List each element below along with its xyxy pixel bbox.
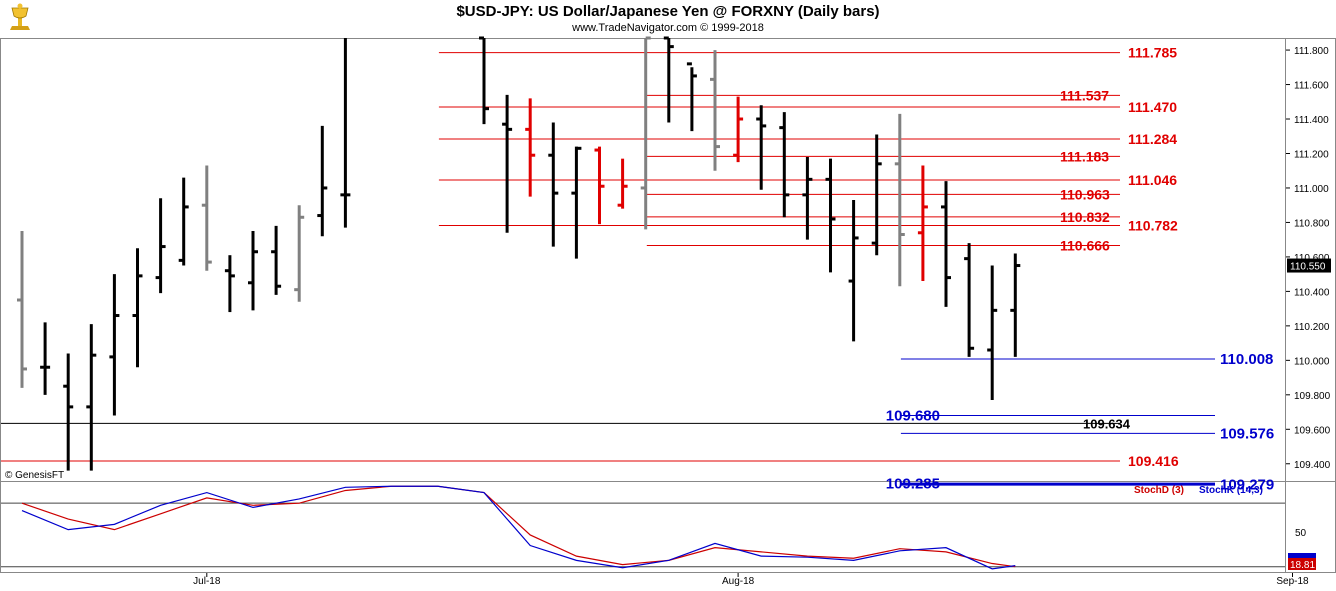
ohlc-bar-4	[109, 274, 120, 416]
price-axis-ticks: 111.800 111.600 111.400 111.200 111.000 110.8…	[1286, 46, 1331, 471]
ohlc-bar-12	[294, 205, 305, 302]
ytick-label-5: 110.800	[1294, 218, 1330, 229]
ytick-label-3: 111.200	[1294, 149, 1329, 160]
xtick-label-2: Sep-18	[1276, 576, 1309, 587]
ohlc-bar-13	[317, 125, 328, 237]
ohlc-bar-20	[479, 36, 489, 125]
gold-trophy-icon	[10, 3, 30, 30]
ohlc-bar-41	[964, 243, 975, 357]
ohlc-bar-33	[779, 112, 790, 218]
stoch-ytick-50: 50	[1295, 528, 1307, 539]
level-label-3: 111.284	[1128, 131, 1177, 147]
ytick-label-12: 109.400	[1294, 460, 1331, 471]
ohlc-bar-37	[871, 134, 882, 256]
time-axis: Jul-18 Aug-18 Sep-18	[193, 573, 1309, 587]
ohlc-bar-25	[594, 146, 605, 225]
chart-title: $USD-JPY: US Dollar/Japanese Yen @ FORXN…	[456, 3, 880, 20]
level-label-11: 109.680	[886, 407, 940, 424]
level-label-10: 110.008	[1220, 351, 1273, 368]
ohlc-bar-26	[617, 158, 628, 209]
ohlc-bar-38	[894, 113, 905, 287]
stoch-last-value-box	[1288, 558, 1316, 570]
ohlc-bar-21	[502, 94, 513, 233]
level-label-9: 110.666	[1060, 238, 1110, 254]
level-label-4: 111.183	[1060, 148, 1109, 164]
ohlc-bar-3	[86, 324, 97, 471]
ohlc-bar-14	[340, 38, 351, 228]
ohlc-bar-34	[802, 156, 813, 240]
ohlc-bar-9	[224, 255, 235, 313]
ytick-label-4: 111.000	[1294, 184, 1329, 195]
level-label-12: 109.634	[1083, 416, 1131, 431]
ytick-label-8: 110.200	[1294, 322, 1330, 333]
stoch-series-0	[21, 485, 1016, 568]
level-label-6: 110.963	[1060, 186, 1110, 202]
chart-subtitle: www.TradeNavigator.com © 1999-2018	[572, 22, 764, 34]
last-price-box	[1287, 258, 1331, 273]
ohlc-bar-23	[548, 122, 559, 247]
copyright-label: © GenesisFT	[5, 470, 64, 481]
ohlc-bar-36	[848, 200, 859, 342]
ohlc-bar-2	[63, 353, 74, 471]
ohlc-bar-40	[941, 181, 951, 307]
ohlc-bar-30	[710, 50, 720, 171]
ohlc-bars-layer	[17, 36, 1021, 471]
ytick-label-1: 111.600	[1294, 81, 1329, 92]
xtick-label-1: Aug-18	[722, 576, 755, 587]
stoch-pane	[0, 481, 1286, 573]
xtick-label-0: Jul-18	[193, 576, 221, 587]
level-label-0: 111.785	[1128, 45, 1177, 61]
level-label-13: 109.576	[1220, 425, 1274, 442]
ohlc-bar-29	[686, 62, 697, 132]
ytick-label-2: 111.400	[1294, 115, 1329, 126]
ytick-label-6: 110.600	[1294, 253, 1330, 264]
level-label-16: 109.279	[1220, 477, 1274, 494]
ohlc-bar-27	[640, 36, 651, 230]
ohlc-bar-32	[756, 105, 767, 190]
stoch-last-value: 18.81	[1290, 560, 1315, 571]
level-label-2: 111.470	[1128, 99, 1177, 115]
ohlc-bar-42	[987, 265, 998, 400]
level-label-7: 110.832	[1060, 209, 1110, 225]
ohlc-bar-24	[571, 146, 582, 259]
ohlc-bar-22	[525, 98, 536, 197]
ohlc-bar-6	[155, 198, 166, 294]
ytick-label-0: 111.800	[1294, 46, 1329, 57]
stochD-legend: StochD (3)	[1134, 485, 1184, 496]
ohlc-bar-8	[201, 165, 212, 271]
last-price-label: 110.550	[1290, 262, 1326, 273]
ohlc-bar-7	[178, 177, 189, 266]
level-lines-layer: 111.785 111.537 111.470 111.284 111.183 111.0…	[1, 45, 1274, 494]
ohlc-bar-0	[17, 231, 27, 388]
stoch-lines-layer	[1, 485, 1285, 570]
ohlc-bar-11	[271, 225, 282, 295]
ohlc-bar-5	[132, 248, 143, 368]
ohlc-bar-28	[663, 36, 674, 123]
ohlc-bar-10	[248, 231, 258, 311]
ytick-label-10: 109.800	[1294, 391, 1331, 402]
ohlc-bar-35	[825, 158, 836, 273]
ohlc-bar-1	[40, 322, 51, 395]
ytick-label-9: 110.000	[1294, 356, 1330, 367]
ohlc-bar-43	[1010, 253, 1021, 357]
ytick-label-7: 110.400	[1294, 287, 1330, 298]
level-label-1: 111.537	[1060, 87, 1109, 103]
level-label-5: 111.046	[1128, 172, 1177, 188]
ytick-label-11: 109.600	[1294, 425, 1331, 436]
level-label-14: 109.416	[1128, 453, 1179, 469]
stoch-series-1	[21, 485, 1016, 570]
stoch-k-marker	[1288, 553, 1316, 558]
ohlc-bar-31	[733, 96, 744, 163]
stochK-legend: StochK (14,3)	[1199, 485, 1263, 496]
ohlc-bar-39	[917, 165, 928, 282]
level-label-8: 110.782	[1128, 218, 1178, 234]
